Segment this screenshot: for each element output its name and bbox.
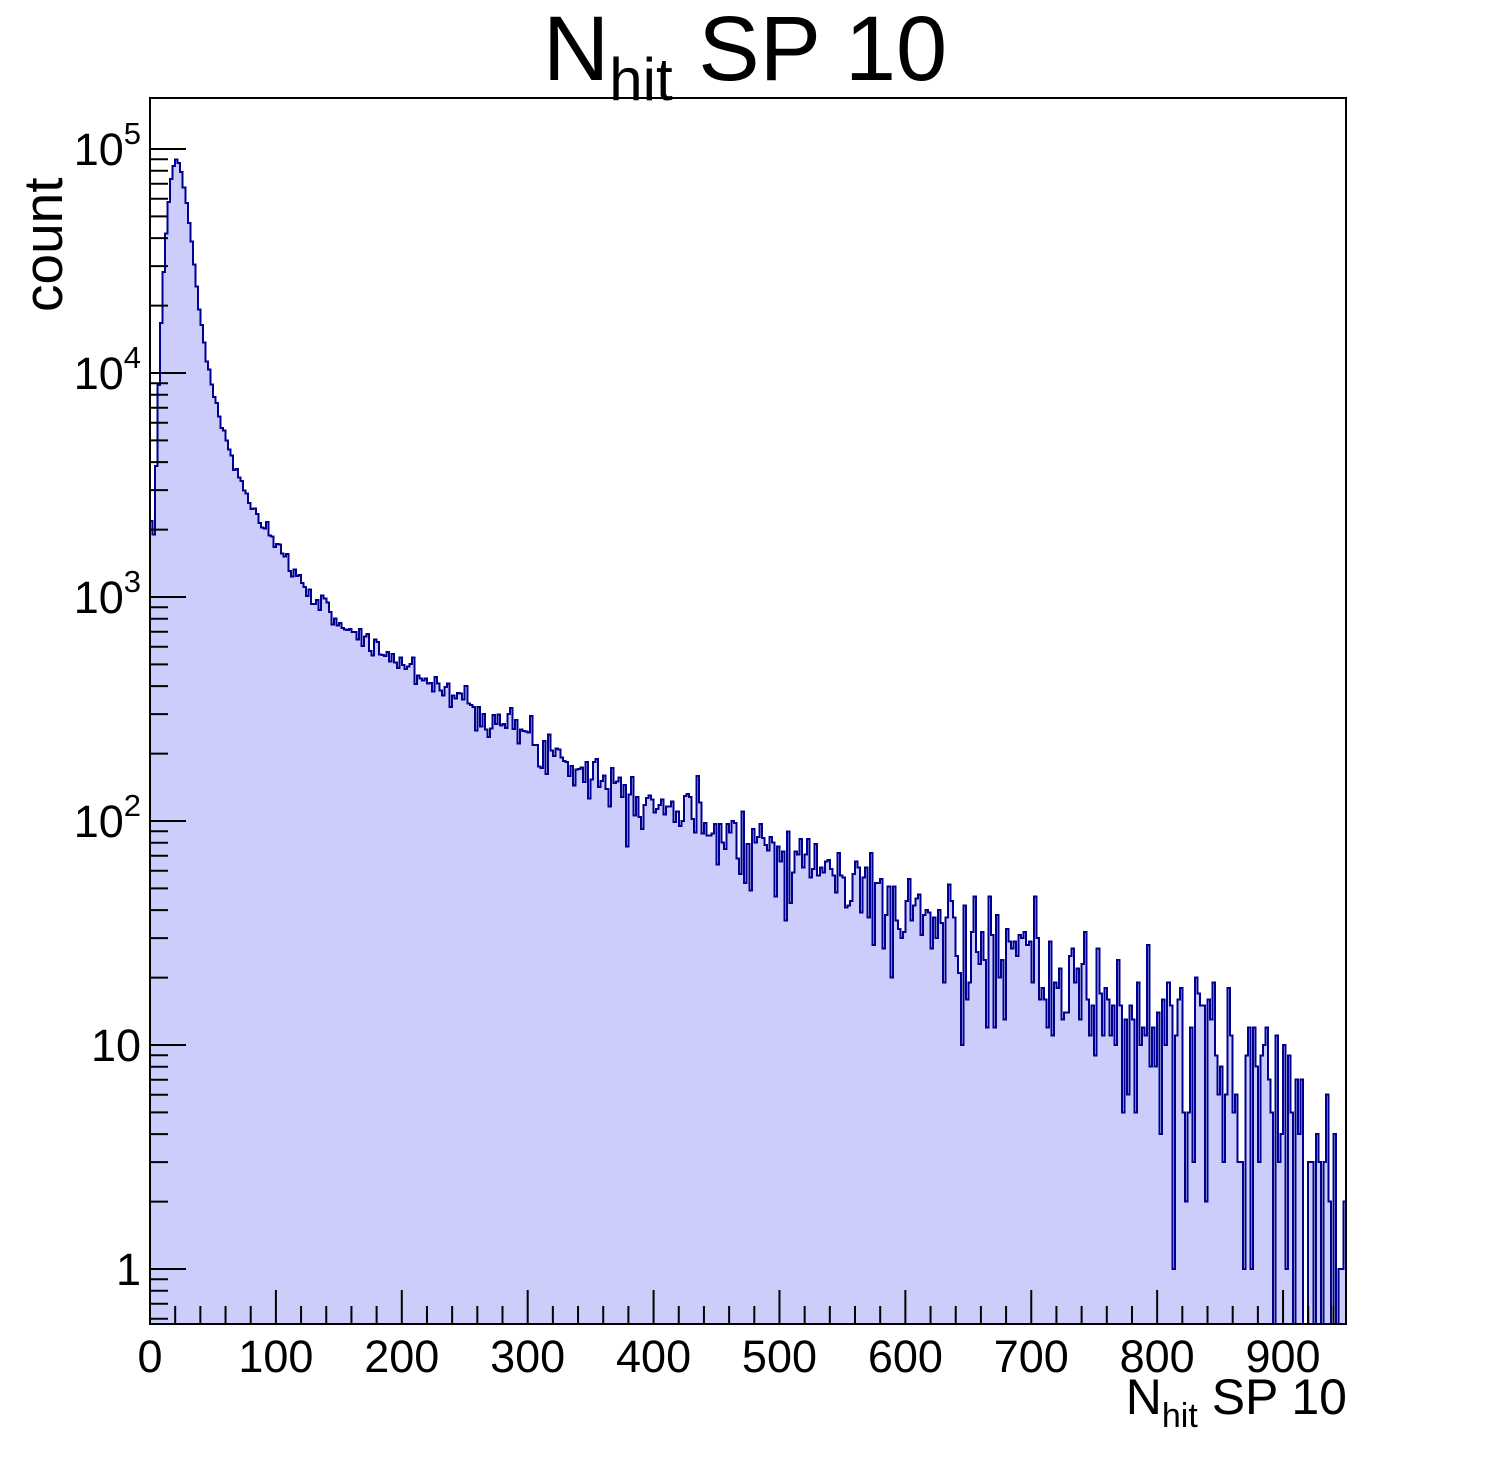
x-tick-label-100: 100 [238, 1331, 313, 1382]
y-tick-label-10e2: 102 [74, 788, 141, 847]
x-tick-label-600: 600 [868, 1331, 943, 1382]
y-tick-label-10e4: 104 [74, 340, 141, 399]
y-axis-title: count [12, 177, 74, 312]
x-tick-label-400: 400 [616, 1331, 691, 1382]
x-tick-label-900: 900 [1246, 1331, 1321, 1382]
x-tick-label-800: 800 [1120, 1331, 1195, 1382]
x-tick-label-200: 200 [364, 1331, 439, 1382]
x-axis-title: Nhit SP 10 [1126, 1369, 1347, 1435]
plot-title: Nhit SP 10 [543, 0, 947, 113]
y-tick-label-10: 10 [91, 1020, 141, 1071]
x-tick-label-500: 500 [742, 1331, 817, 1382]
x-tick-label-700: 700 [994, 1331, 1069, 1382]
x-tick-label-0: 0 [137, 1331, 162, 1382]
y-tick-label-1: 1 [116, 1244, 141, 1295]
y-tick-label-10e5: 105 [74, 116, 141, 175]
x-tick-label-300: 300 [490, 1331, 565, 1382]
y-tick-label-10e3: 103 [74, 564, 141, 623]
histogram-series [149, 158, 1347, 1325]
x-tick-labels: 0 100 200 300 400 500 600 700 800 900 [137, 1331, 1320, 1382]
y-tick-labels: 1 10 102 103 104 105 [74, 116, 141, 1295]
plot-frame [149, 97, 1347, 1325]
